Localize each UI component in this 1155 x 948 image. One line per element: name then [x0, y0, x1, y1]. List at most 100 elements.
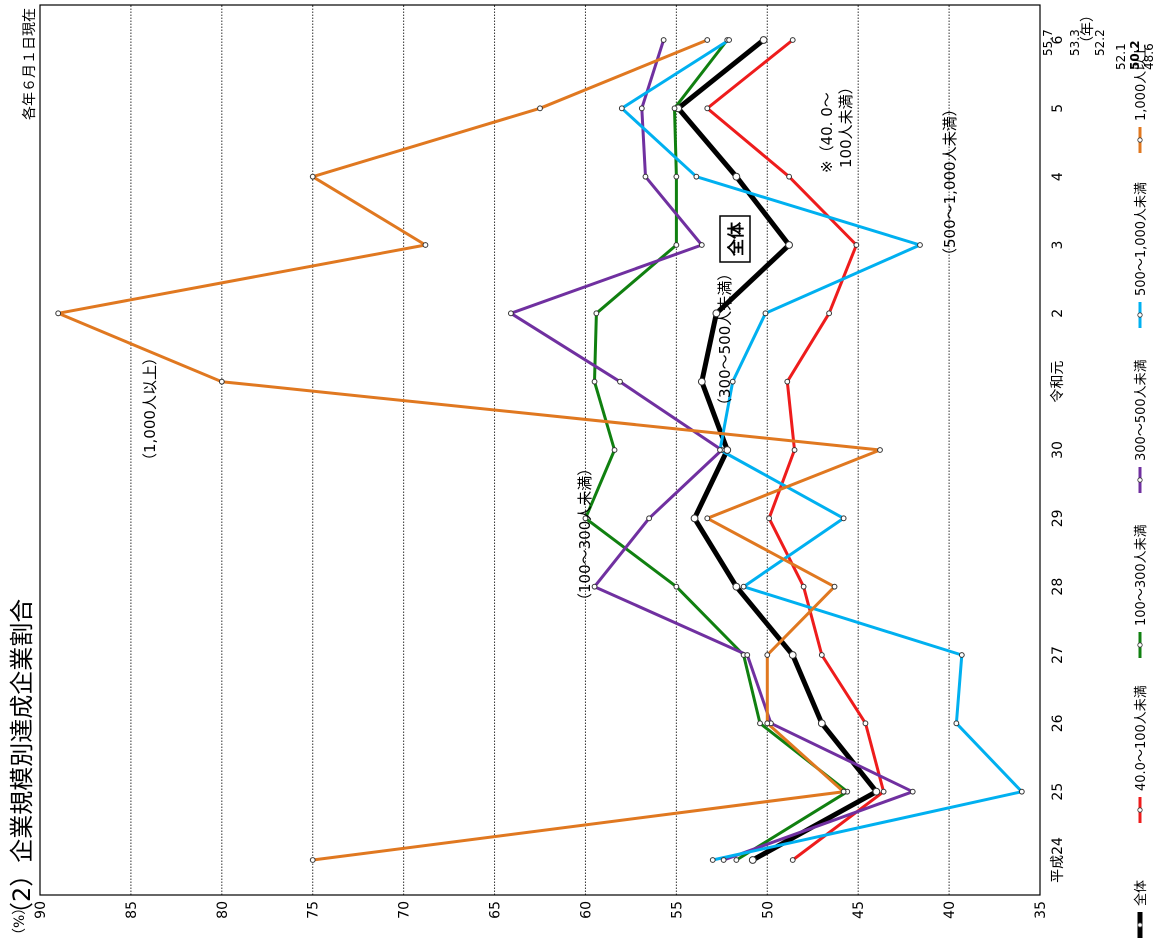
series-annotations: （1,000人以上） （300～500人未満） （100～300人未満） 全体 …	[141, 79, 959, 608]
y-tick-35: 35	[1033, 901, 1049, 919]
point-s2-9	[673, 242, 680, 248]
y-tick-40: 40	[942, 901, 958, 919]
x-tick-10: 4	[1050, 172, 1066, 181]
point-s4-3	[958, 652, 965, 658]
point-s5-11	[537, 105, 543, 112]
x-tick-6: 30	[1050, 441, 1066, 459]
point-s3-1	[909, 788, 916, 795]
total-label-box	[719, 215, 751, 263]
point-s4-0	[709, 857, 716, 863]
legend-marker-s0	[1137, 922, 1143, 928]
point-s5-1	[840, 788, 847, 795]
y-tick-60: 60	[578, 901, 594, 919]
point-s5-4	[831, 583, 838, 590]
end-label-total: 50.2	[1128, 40, 1142, 70]
series-line-s5	[56, 38, 882, 862]
point-s0-6	[723, 446, 732, 454]
point-s2-7	[591, 378, 598, 385]
y-axis-unit: （%）	[12, 901, 28, 942]
legend-label-s3: 300～500人未満	[1134, 359, 1149, 461]
legend-marker-s4	[1137, 312, 1143, 318]
legend-label-s2: 100～300人未満	[1134, 524, 1149, 626]
point-s0-8	[712, 309, 721, 318]
annotation-total: 全体	[726, 221, 747, 257]
y-tick-75: 75	[306, 901, 322, 919]
annotation-40-100-line2: 100人未満）	[837, 79, 855, 168]
x-tick-5: 29	[1050, 509, 1066, 527]
y-axis-ticks: 35 40 45 50 55 60 65 70 75 80 85 90	[33, 901, 1049, 919]
point-s1-6	[791, 447, 798, 453]
point-s2-10	[673, 173, 680, 180]
x-tick-12: 6	[1050, 35, 1066, 44]
point-s1-4	[800, 583, 807, 590]
legend-label-s1: 40.0～100人未満	[1134, 685, 1149, 791]
point-s3-12	[660, 37, 667, 43]
x-tick-0: 平成24	[1050, 837, 1066, 883]
point-s4-1	[1018, 788, 1025, 795]
point-s4-4	[740, 583, 747, 590]
point-s5-9	[422, 242, 429, 248]
point-s4-9	[917, 242, 923, 248]
series-line-s2	[584, 38, 849, 862]
point-s3-11	[638, 105, 645, 112]
x-tick-3: 27	[1050, 646, 1066, 664]
legend-marker-s5	[1137, 137, 1143, 143]
x-tick-7: 令和元	[1050, 361, 1066, 403]
point-s1-9	[853, 242, 860, 248]
x-tick-9: 3	[1050, 241, 1066, 250]
y-tick-50: 50	[760, 901, 776, 919]
point-s1-12	[789, 37, 796, 43]
legend-marker-s2	[1137, 642, 1143, 648]
y-tick-65: 65	[488, 901, 504, 919]
point-s0-5	[690, 514, 699, 523]
y-tick-55: 55	[669, 901, 685, 919]
point-s5-0	[309, 857, 316, 863]
annotation-100-300: （100～300人未満）	[576, 461, 594, 608]
point-s2-6	[611, 447, 618, 453]
gridlines	[39, 4, 1041, 896]
point-s1-2	[862, 720, 869, 727]
point-s1-10	[786, 173, 792, 180]
point-s0-9	[785, 241, 793, 249]
y-tick-70: 70	[397, 901, 413, 919]
point-s2-0	[733, 857, 740, 863]
chart-title: （2）企業規模別達成企業割合	[8, 599, 36, 926]
y-tick-85: 85	[124, 901, 140, 919]
point-s5-2	[764, 720, 771, 727]
annotation-1000-plus: （1,000人以上）	[141, 350, 159, 468]
point-s5-3	[764, 652, 771, 658]
legend: 全体 40.0～100人未満 100～300人未満 300～500人未満 500～1,0…	[1133, 45, 1149, 938]
point-s3-5	[646, 515, 652, 522]
point-s4-10	[693, 173, 700, 180]
point-s3-10	[642, 173, 649, 180]
y-tick-80: 80	[215, 901, 231, 919]
point-s3-4	[591, 583, 598, 590]
point-s3-7	[617, 378, 623, 385]
y-tick-45: 45	[851, 901, 867, 919]
point-s5-7	[218, 378, 225, 385]
plot-frame	[39, 4, 1041, 896]
x-axis-ticks: 平成24 25 26 27 28 29 30 令和元 2 3 4 5 6	[1050, 35, 1066, 882]
point-s1-7	[784, 378, 791, 385]
legend-marker-s3	[1137, 477, 1143, 483]
legend-label-s0: 全体	[1133, 880, 1149, 906]
end-label-1000-plus: 53.3	[1068, 29, 1082, 56]
point-s0-2	[817, 719, 826, 728]
annotation-40-100-line1: ※（40. 0～	[818, 92, 836, 173]
point-s4-2	[953, 720, 960, 727]
x-axis-unit: （年）	[1080, 8, 1096, 50]
series-points	[55, 36, 1025, 864]
point-s0-12	[759, 36, 768, 44]
point-s5-5	[704, 515, 711, 522]
point-s5-10	[309, 173, 316, 180]
point-s4-7	[729, 378, 736, 385]
point-s0-4	[732, 582, 741, 591]
point-s0-3	[788, 651, 797, 659]
point-s0-10	[732, 172, 741, 181]
point-s2-11	[671, 105, 678, 112]
legend-label-s4: 500～1,000人未満	[1134, 182, 1149, 296]
end-label-300-500: 55.7	[1041, 29, 1055, 56]
legend-marker-s1	[1137, 807, 1143, 813]
point-s0-0	[748, 856, 757, 864]
